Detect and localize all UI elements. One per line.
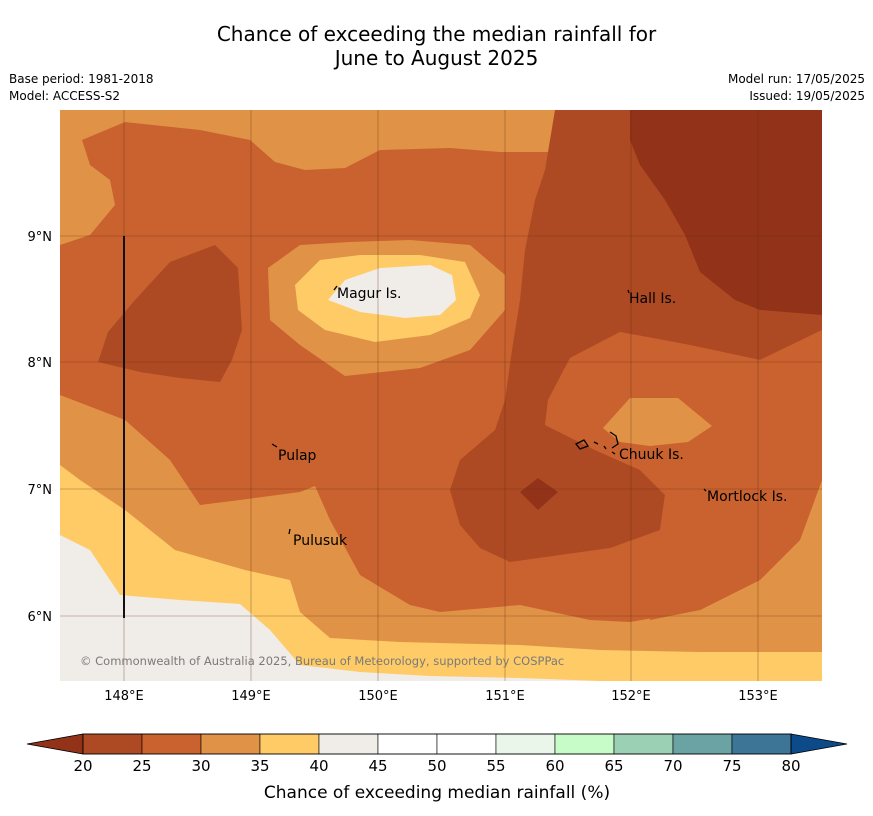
lat-6n: 6°N [28,610,53,625]
lat-9n: 9°N [28,230,53,245]
colorbar-cell-65 [613,733,674,755]
colorbar-tick-60: 60 [545,757,564,775]
band-35-nw [60,110,115,245]
colorbar-tick-80: 80 [781,757,800,775]
rainfall-map [60,110,822,681]
label-hall: Hall Is. [629,291,676,307]
colorbar-cell-45 [377,733,438,755]
lon-150e: 150°E [358,689,398,704]
lon-labels: 148°E 149°E 150°E 151°E 152°E 153°E [104,689,778,704]
lon-149e: 149°E [231,689,271,704]
lon-151e: 151°E [485,689,525,704]
lat-8n: 8°N [28,356,53,371]
colorbar: 20 25 30 35 40 45 50 55 60 65 70 75 80 Chance of exc… [26,733,848,803]
mortlock-mark [703,488,707,492]
hall-mark [627,289,630,294]
pulusuk-mark [288,528,291,535]
chuuk-lagoon-mark [574,431,619,455]
colorbar-cells [82,733,792,755]
band-30-chuuk [545,330,822,620]
colorbar-tick-70: 70 [663,757,682,775]
label-mortlock: Mortlock Is. [707,489,787,505]
place-labels: Magur Is. Hall Is. Pulap Chuuk Is. Mortl… [278,286,787,549]
band-45-magur [328,265,456,318]
colorbar-tick-65: 65 [604,757,623,775]
band-45 [60,535,600,681]
title-line-1: Chance of exceeding the median rainfall … [216,22,657,46]
lon-153e: 153°E [738,689,778,704]
model-run: Model run: 17/05/2025 [727,72,865,86]
band-20-ne [630,110,822,315]
band-25-west [98,245,242,382]
lon-148e: 148°E [104,689,144,704]
island-marks [271,285,707,535]
issued-date: Issued: 19/05/2025 [749,89,865,103]
colorbar-frame [82,733,792,755]
colorbar-cell-70 [672,733,733,755]
copyright-note: © Commonwealth of Australia 2025, Bureau… [80,654,564,668]
band-20-small [520,478,558,510]
base-period: Base period: 1981-2018 [9,72,154,86]
label-chuuk: Chuuk Is. [619,447,684,463]
colorbar-tick-55: 55 [486,757,505,775]
colorbar-tick-75: 75 [722,757,741,775]
title-line-2: June to August 2025 [334,46,539,70]
colorbar-cell-25 [141,733,202,755]
colorbar-label: Chance of exceeding median rainfall (%) [264,783,610,803]
pulap-mark [271,443,278,448]
colorbar-cell-50 [436,733,497,755]
magur-mark [333,285,338,291]
meta-right: Model run: 17/05/2025 Issued: 19/05/2025 [728,71,865,105]
label-pulusuk: Pulusuk [293,533,348,549]
lon-152e: 152°E [611,689,651,704]
band-35-chuuk [603,398,712,446]
colorbar-cell-60 [554,733,615,755]
colorbar-cell-55 [495,733,556,755]
label-pulap: Pulap [278,448,317,464]
lat-labels: 9°N 8°N 7°N 6°N [28,230,53,625]
colorbar-high-arrow [790,733,848,755]
lat-7n: 7°N [28,483,53,498]
colorbar-tick-45: 45 [368,757,387,775]
meta-left: Base period: 1981-2018 Model: ACCESS-S2 [9,71,154,105]
colorbar-ticks: 20 25 30 35 40 45 50 55 60 65 70 75 80 [73,757,800,775]
colorbar-cell-35 [259,733,320,755]
colorbar-tick-35: 35 [250,757,269,775]
colorbar-tick-30: 30 [191,757,210,775]
colorbar-low-arrow [26,733,84,755]
colorbar-cell-20 [82,733,143,755]
map-title: Chance of exceeding the median rainfall … [0,22,873,70]
label-magur: Magur Is. [337,286,402,302]
colorbar-cell-75 [731,733,792,755]
colorbar-cell-30 [200,733,261,755]
colorbar-tick-25: 25 [132,757,151,775]
colorbar-tick-20: 20 [73,757,92,775]
colorbar-tick-40: 40 [309,757,328,775]
colorbar-tick-50: 50 [427,757,446,775]
model-name: Model: ACCESS-S2 [9,89,121,103]
colorbar-cell-40 [318,733,379,755]
